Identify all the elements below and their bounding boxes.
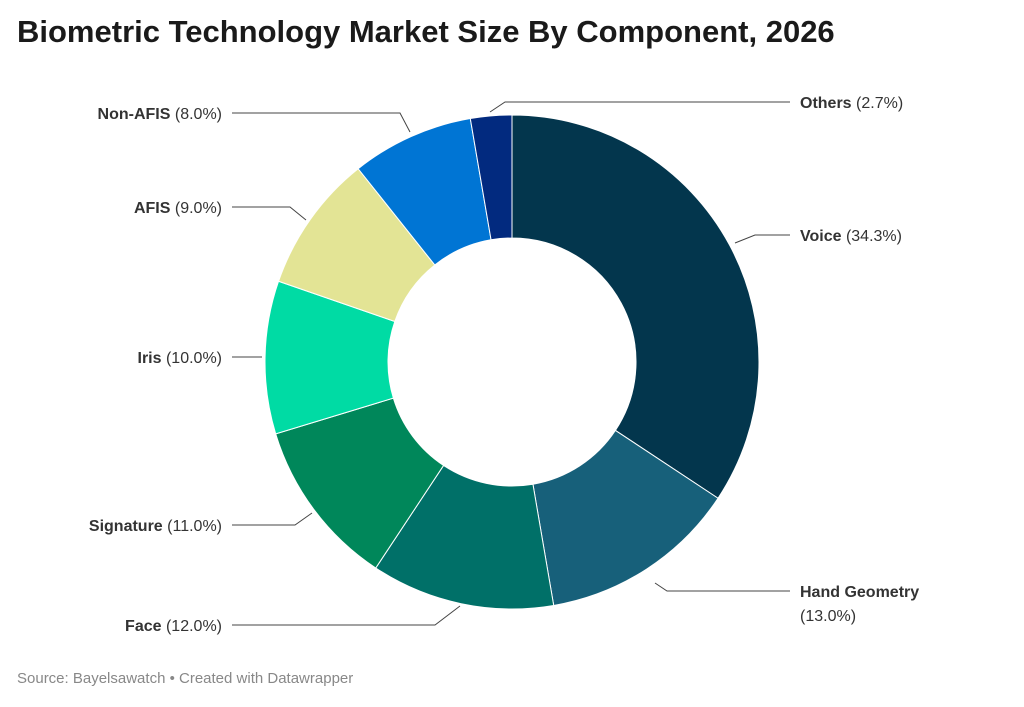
slice-label-signature: Signature (11.0%) [89,518,222,535]
slice-label-non-afis: Non-AFIS (8.0%) [98,106,222,123]
slice-label-afis: AFIS (9.0%) [134,200,222,217]
slice-label-others: Others (2.7%) [800,95,903,112]
leader-line-voice [734,234,790,244]
leader-line-face [232,605,461,626]
slice-label-iris: Iris (10.0%) [138,350,223,367]
leader-line-hand-geometry [654,582,790,592]
chart-title: Biometric Technology Market Size By Comp… [17,14,835,49]
donut-slice-voice [511,114,760,499]
donut-slice-hand-geometry [532,429,719,607]
leader-line-afis [232,206,307,221]
source-footer: Source: Bayelsawatch • Created with Data… [17,670,354,687]
slice-label-voice: Voice (34.3%) [800,228,902,245]
slice-value-hand-geometry: (13.0%) [800,608,856,625]
leader-line-signature [232,512,313,526]
slice-label-hand-geometry: Hand Geometry [800,584,919,601]
slice-label-face: Face (12.0%) [125,618,222,635]
leader-line-non-afis [232,112,411,133]
donut-slice-others [469,114,513,241]
leader-line-others [489,101,790,113]
